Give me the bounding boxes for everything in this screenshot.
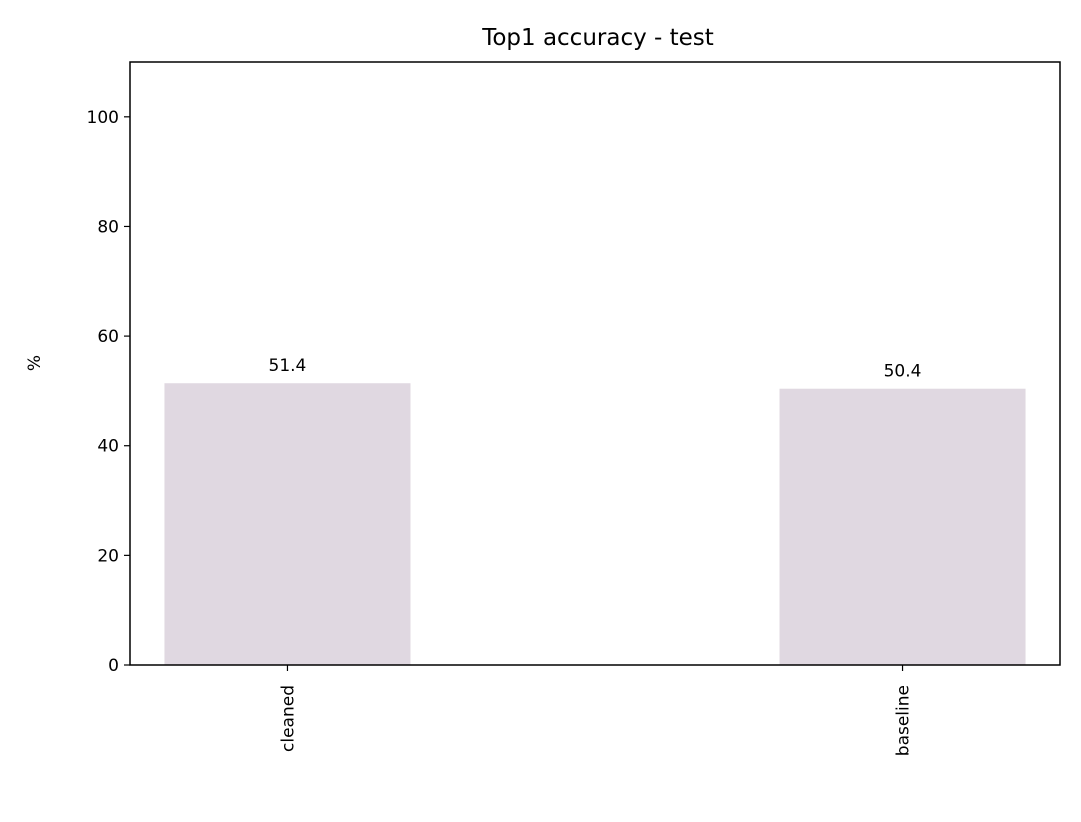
x-tick-label: baseline — [894, 685, 914, 756]
y-tick-label: 60 — [97, 327, 119, 347]
data-labels-group: 51.4 50.4 — [269, 356, 922, 381]
plot-frame — [129, 61, 1061, 666]
bar-baseline — [779, 388, 1026, 665]
bar-cleaned — [164, 383, 411, 665]
y-tick-label: 80 — [97, 217, 119, 237]
y-tick-label: 100 — [87, 108, 119, 128]
bars-group — [164, 383, 1026, 665]
data-label-cleaned: 51.4 — [269, 356, 307, 376]
x-tick-label: cleaned — [278, 685, 298, 752]
data-label-baseline: 50.4 — [884, 362, 922, 382]
y-axis-label: % — [25, 355, 45, 371]
x-axis-ticks: cleaned baseline — [278, 665, 914, 756]
y-axis-ticks: 0 20 40 60 80 100 — [87, 108, 130, 676]
y-tick-label: 20 — [97, 546, 119, 566]
y-tick-label: 40 — [97, 437, 119, 457]
y-tick-label: 0 — [108, 656, 119, 676]
chart-title: Top1 accuracy - test — [481, 25, 714, 51]
